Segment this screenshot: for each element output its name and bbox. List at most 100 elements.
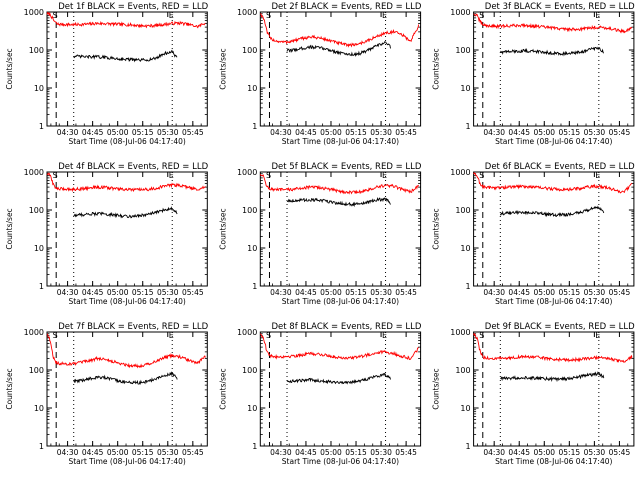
y-tick-label: 1 bbox=[39, 442, 44, 451]
x-tick-label: 05:00 bbox=[107, 448, 129, 457]
event-marker-label: S bbox=[266, 11, 271, 20]
plot-frame bbox=[46, 171, 208, 287]
y-axis-label: Counts/sec bbox=[218, 368, 227, 409]
x-axis-label: Start Time (08-Jul-06 04:17:40) bbox=[282, 297, 399, 306]
y-tick-label: 100 bbox=[29, 206, 44, 215]
x-tick-label: 05:45 bbox=[182, 448, 204, 457]
x-tick-label: 05:00 bbox=[320, 448, 342, 457]
y-axis-label: Counts/sec bbox=[5, 368, 14, 409]
y-tick-label: 1 bbox=[466, 282, 471, 291]
x-axis-label: Start Time (08-Jul-06 04:17:40) bbox=[282, 137, 399, 146]
plot-frame bbox=[473, 331, 635, 447]
x-axis-label: Start Time (08-Jul-06 04:17:40) bbox=[68, 297, 185, 306]
y-tick-label: 1000 bbox=[450, 168, 470, 177]
events-rate-trace bbox=[73, 49, 178, 63]
lld-rate-trace bbox=[473, 332, 633, 363]
y-tick-label: 10 bbox=[460, 84, 470, 93]
x-tick-label: 05:15 bbox=[345, 288, 367, 297]
lld-rate-trace bbox=[473, 172, 633, 194]
x-tick-label: 05:00 bbox=[320, 288, 342, 297]
y-tick-label: 1000 bbox=[24, 168, 44, 177]
y-tick-label: 100 bbox=[29, 46, 44, 55]
x-tick-label: 04:30 bbox=[483, 448, 505, 457]
panel-title: Det 8f BLACK = Events, RED = LLD bbox=[271, 322, 421, 332]
x-tick-label: 05:15 bbox=[132, 448, 154, 457]
lld-rate-trace bbox=[473, 13, 633, 34]
plot-frame bbox=[46, 11, 208, 127]
lld-rate-trace bbox=[46, 333, 206, 369]
plot-frame bbox=[473, 171, 635, 287]
x-axis-label: Start Time (08-Jul-06 04:17:40) bbox=[495, 297, 612, 306]
x-tick-label: 04:45 bbox=[295, 288, 317, 297]
event-marker-label: E bbox=[382, 11, 387, 20]
detector-panel-1: Det 1f BLACK = Events, RED = LLD 1 10 100 10… bbox=[5, 2, 209, 146]
panel-title: Det 5f BLACK = Events, RED = LLD bbox=[271, 162, 421, 172]
y-tick-label: 10 bbox=[460, 404, 470, 413]
event-marker-label: E bbox=[595, 331, 600, 340]
event-marker-label: S bbox=[53, 11, 58, 20]
x-axis-label: Start Time (08-Jul-06 04:17:40) bbox=[495, 457, 612, 466]
x-axis-label: Start Time (08-Jul-06 04:17:40) bbox=[495, 137, 612, 146]
event-marker-label: S bbox=[479, 171, 484, 180]
plot-frame bbox=[46, 331, 208, 447]
lld-rate-trace bbox=[259, 173, 420, 195]
x-tick-label: 05:00 bbox=[533, 128, 555, 137]
y-axis-label: Counts/sec bbox=[5, 208, 14, 249]
y-tick-label: 10 bbox=[34, 244, 44, 253]
x-tick-label: 05:45 bbox=[395, 128, 417, 137]
plot-frame bbox=[259, 331, 422, 447]
lld-rate-trace bbox=[46, 11, 206, 29]
x-tick-label: 04:30 bbox=[483, 128, 505, 137]
x-tick-label: 05:30 bbox=[370, 128, 392, 137]
x-tick-label: 04:45 bbox=[508, 128, 530, 137]
y-tick-label: 100 bbox=[455, 366, 470, 375]
x-tick-label: 05:30 bbox=[370, 448, 392, 457]
event-marker-label: S bbox=[479, 11, 484, 20]
y-axis-label: Counts/sec bbox=[5, 48, 14, 89]
x-axis-label: Start Time (08-Jul-06 04:17:40) bbox=[68, 457, 185, 466]
y-tick-label: 1 bbox=[466, 442, 471, 451]
x-tick-label: 05:45 bbox=[395, 448, 417, 457]
x-tick-label: 05:15 bbox=[132, 288, 154, 297]
y-tick-label: 1000 bbox=[24, 328, 44, 337]
x-tick-label: 05:30 bbox=[157, 128, 179, 137]
event-marker-label: E bbox=[169, 11, 174, 20]
x-tick-label: 04:30 bbox=[270, 128, 292, 137]
detector-panel-3: Det 3f BLACK = Events, RED = LLD 1 10 100 10… bbox=[432, 2, 636, 146]
y-tick-label: 1 bbox=[39, 282, 44, 291]
panel-title: Det 6f BLACK = Events, RED = LLD bbox=[485, 162, 635, 172]
x-tick-label: 05:15 bbox=[559, 128, 581, 137]
y-tick-label: 10 bbox=[247, 84, 257, 93]
panel-title: Det 7f BLACK = Events, RED = LLD bbox=[58, 322, 208, 332]
x-tick-label: 05:30 bbox=[370, 288, 392, 297]
x-tick-label: 04:30 bbox=[57, 128, 79, 137]
x-tick-label: 05:30 bbox=[584, 128, 606, 137]
x-tick-label: 04:30 bbox=[57, 448, 79, 457]
events-rate-trace bbox=[73, 371, 178, 386]
x-axis-label: Start Time (08-Jul-06 04:17:40) bbox=[68, 137, 185, 146]
event-marker-label: S bbox=[266, 171, 271, 180]
x-tick-label: 05:30 bbox=[157, 448, 179, 457]
x-tick-label: 04:45 bbox=[508, 448, 530, 457]
x-tick-label: 05:45 bbox=[609, 448, 631, 457]
x-tick-label: 05:00 bbox=[533, 288, 555, 297]
y-tick-label: 1000 bbox=[450, 8, 470, 17]
x-tick-label: 05:45 bbox=[609, 288, 631, 297]
x-tick-label: 05:30 bbox=[584, 448, 606, 457]
event-marker-label: E bbox=[382, 171, 387, 180]
event-marker-label: S bbox=[53, 331, 58, 340]
y-tick-label: 1000 bbox=[24, 8, 44, 17]
y-tick-label: 100 bbox=[242, 46, 257, 55]
y-axis-label: Counts/sec bbox=[432, 48, 441, 89]
events-rate-trace bbox=[499, 205, 605, 218]
y-axis-label: Counts/sec bbox=[218, 208, 227, 249]
events-rate-trace bbox=[500, 371, 605, 383]
lld-rate-trace bbox=[46, 172, 206, 193]
plot-frame bbox=[259, 171, 422, 287]
y-tick-label: 10 bbox=[460, 244, 470, 253]
detector-panel-7: Det 7f BLACK = Events, RED = LLD 1 10 100 10… bbox=[5, 322, 209, 466]
lld-rate-trace bbox=[259, 333, 419, 361]
panel-title: Det 3f BLACK = Events, RED = LLD bbox=[485, 2, 635, 12]
